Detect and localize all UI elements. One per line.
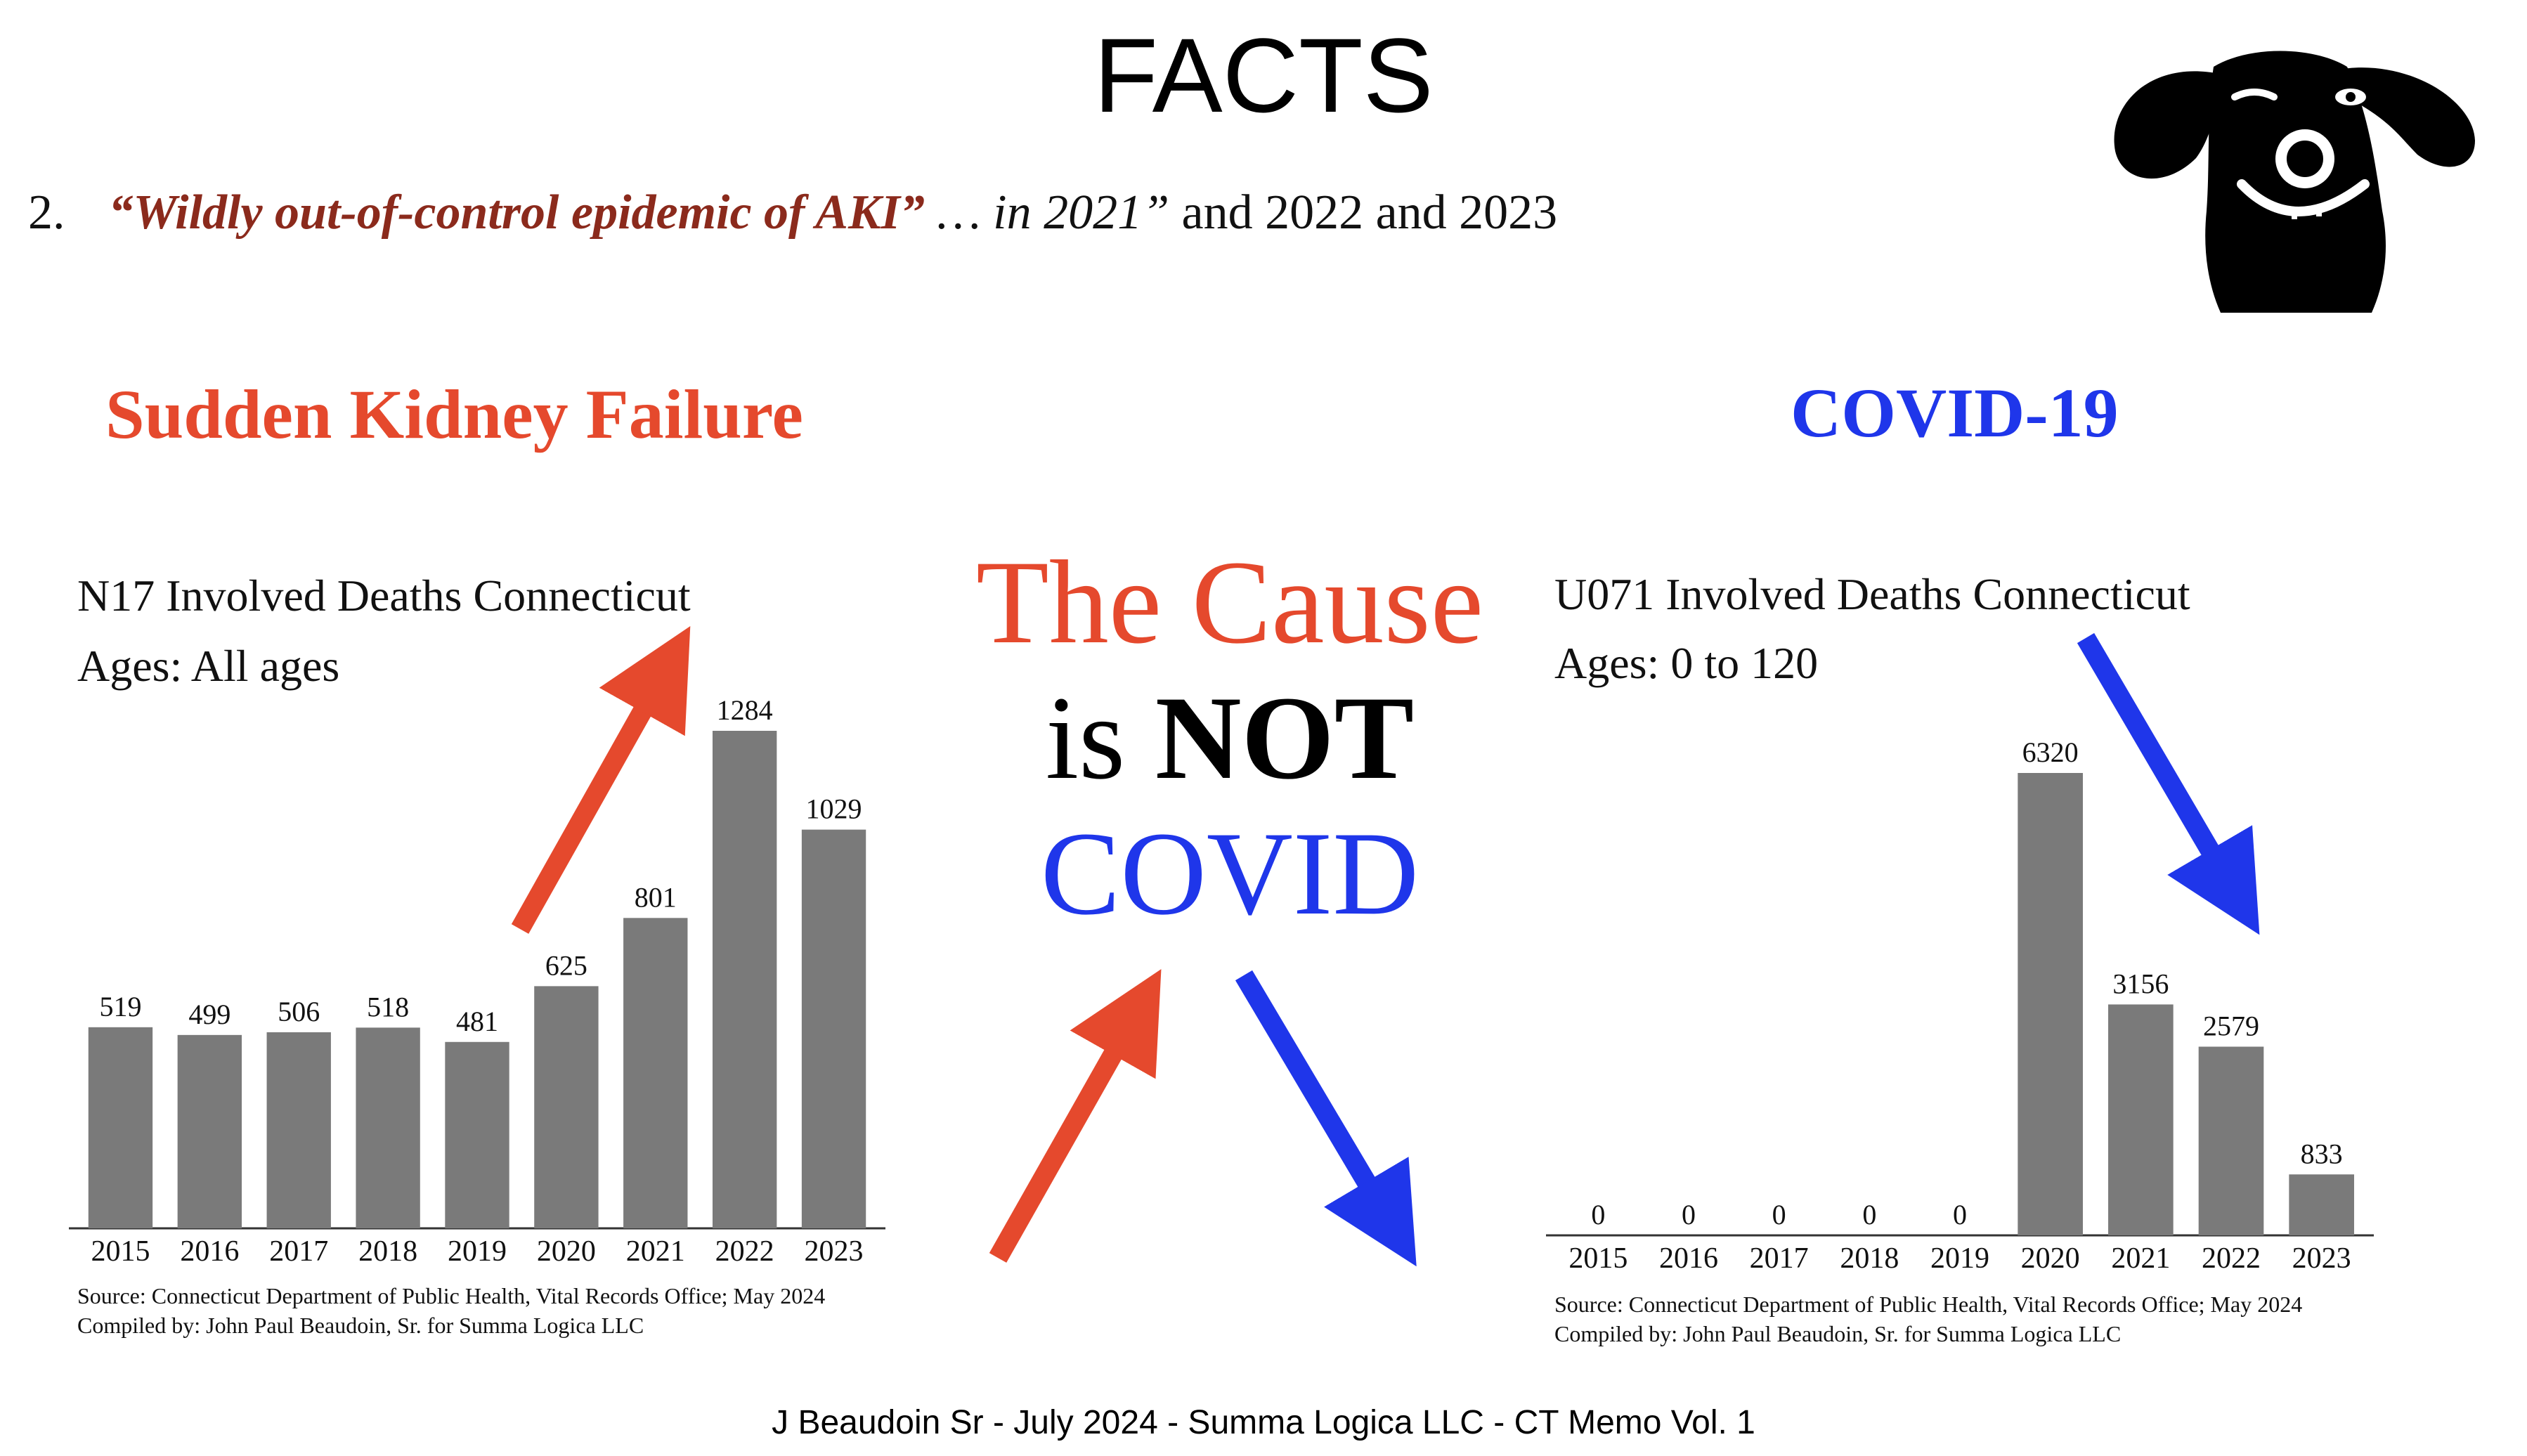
value-label-2017: 0 — [1772, 1199, 1786, 1230]
right-chart-source: Source: Connecticut Department of Public… — [1554, 1292, 2303, 1317]
value-label-2018: 0 — [1862, 1199, 1876, 1230]
value-label-2016: 499 — [188, 999, 230, 1030]
value-label-2022: 2579 — [2203, 1010, 2259, 1041]
footer-credit: J Beaudoin Sr - July 2024 - Summa Logica… — [772, 1404, 1755, 1441]
tick-label-2018: 2018 — [358, 1235, 417, 1268]
bar-2021 — [623, 918, 688, 1228]
left-chart-subtitle: Ages: All ages — [77, 641, 340, 691]
tick-label-2018: 2018 — [1840, 1242, 1899, 1275]
tick-label-2015: 2015 — [91, 1235, 150, 1268]
tick-label-2022: 2022 — [2202, 1242, 2261, 1275]
tick-label-2020: 2020 — [537, 1235, 596, 1268]
tick-label-2017: 2017 — [1750, 1242, 1809, 1275]
tick-label-2016: 2016 — [1659, 1242, 1718, 1275]
right-chart-compiled: Compiled by: John Paul Beaudoin, Sr. for… — [1554, 1321, 2122, 1346]
tick-label-2020: 2020 — [2021, 1242, 2080, 1275]
bar-2023 — [2289, 1174, 2354, 1235]
right-bar-chart: 0 2015 0 2016 0 2017 0 2018 0 2019 6320 2020 3156 202… — [1546, 736, 2374, 1275]
red-up-arrow-icon — [511, 625, 691, 934]
bar-2018 — [356, 1027, 420, 1228]
tick-label-2021: 2021 — [626, 1235, 685, 1268]
value-label-2021: 3156 — [2112, 968, 2169, 999]
value-label-2021: 801 — [635, 881, 677, 913]
value-label-2015: 0 — [1591, 1199, 1605, 1230]
blue-down-arrow-icon — [1235, 970, 1417, 1267]
right-heading: COVID-19 — [1791, 374, 2119, 452]
tick-label-2021: 2021 — [2111, 1242, 2170, 1275]
red-up-arrow-icon — [989, 969, 1162, 1263]
left-heading: Sudden Kidney Failure — [105, 375, 803, 453]
right-chart-title: U071 Involved Deaths Connecticut — [1554, 569, 2190, 619]
cause-line-3: COVID — [1040, 807, 1420, 940]
tick-label-2015: 2015 — [1568, 1242, 1628, 1275]
left-chart-title: N17 Involved Deaths Connecticut — [77, 571, 691, 620]
value-label-2022: 1284 — [717, 694, 773, 726]
bar-2020 — [534, 986, 599, 1228]
value-label-2020: 625 — [545, 949, 587, 981]
page-title: FACTS — [1093, 16, 1434, 134]
value-label-2023: 1029 — [806, 793, 862, 825]
cause-line-1: The Cause — [975, 536, 1484, 668]
bar-2023 — [801, 829, 866, 1228]
left-chart-source: Source: Connecticut Department of Public… — [77, 1283, 826, 1308]
cause-line-2-bold: NOT — [1155, 672, 1415, 804]
bar-2016 — [177, 1034, 242, 1228]
value-label-2018: 518 — [367, 991, 409, 1022]
tick-label-2016: 2016 — [180, 1235, 239, 1268]
quote-part-2: … in 2021” — [924, 186, 1170, 240]
value-label-2019: 481 — [456, 1006, 498, 1037]
tick-label-2023: 2023 — [2292, 1242, 2351, 1275]
bar-2017 — [266, 1032, 331, 1228]
value-label-2023: 833 — [2301, 1138, 2343, 1169]
bar-2022 — [2198, 1046, 2264, 1235]
bar-2015 — [88, 1027, 153, 1228]
bar-2019 — [445, 1041, 509, 1228]
quote-number: 2. — [28, 186, 65, 240]
cause-line-2: is NOT — [878, 671, 1581, 805]
bar-2022 — [712, 731, 777, 1228]
cause-line-2-pre: is — [1045, 672, 1155, 804]
tick-label-2017: 2017 — [269, 1235, 328, 1268]
tick-label-2019: 2019 — [448, 1235, 507, 1268]
value-label-2019: 0 — [1953, 1199, 1967, 1230]
quote-part-1: “Wildly out-of-control epidemic of AKI” — [108, 186, 925, 240]
value-label-2017: 506 — [278, 996, 320, 1027]
quote-line: 2. “Wildly out-of-control epidemic of AKI… — [28, 181, 1557, 245]
tick-label-2019: 2019 — [1930, 1242, 1989, 1275]
right-chart-subtitle: Ages: 0 to 120 — [1554, 638, 1819, 688]
bar-2021 — [2108, 1004, 2174, 1235]
dog-face-icon — [2114, 51, 2475, 313]
value-label-2020: 6320 — [2022, 736, 2079, 768]
bar-2020 — [2018, 773, 2083, 1235]
quote-part-3: and 2022 and 2023 — [1169, 186, 1558, 240]
value-label-2015: 519 — [99, 991, 141, 1022]
tick-label-2023: 2023 — [805, 1235, 864, 1268]
tick-label-2022: 2022 — [715, 1235, 774, 1268]
left-chart-compiled: Compiled by: John Paul Beaudoin, Sr. for… — [77, 1313, 644, 1338]
value-label-2016: 0 — [1682, 1199, 1696, 1230]
blue-down-arrow-icon — [2077, 632, 2260, 935]
left-bar-chart: 519 2015 499 2016 506 2017 518 2018 481 2019 625 20… — [69, 694, 885, 1268]
